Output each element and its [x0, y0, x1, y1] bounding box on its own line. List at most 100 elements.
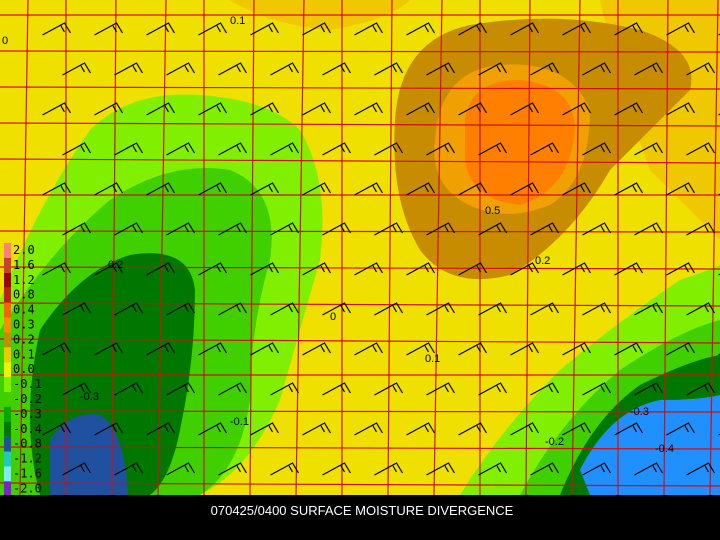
legend-label: 1.2 — [13, 273, 35, 287]
wind-barb — [42, 22, 72, 36]
wind-barb — [562, 182, 592, 196]
wind-barb — [530, 62, 560, 76]
legend-swatch — [4, 406, 11, 422]
wind-barb — [634, 62, 664, 76]
wind-barb — [114, 462, 144, 476]
legend-swatch — [4, 377, 11, 392]
county-line — [0, 338, 720, 344]
wind-barb — [406, 422, 436, 436]
wind-barb — [686, 302, 716, 316]
wind-barb — [666, 102, 696, 116]
wind-barb — [426, 462, 456, 476]
legend-swatch — [4, 436, 11, 452]
wind-barb — [458, 22, 488, 36]
county-line — [571, 0, 581, 496]
wind-barb — [322, 62, 352, 76]
wind-barb — [166, 142, 196, 156]
legend-swatch — [4, 466, 11, 482]
wind-barb — [302, 22, 332, 36]
wind-barb — [270, 142, 300, 156]
wind-barb — [374, 222, 404, 236]
wind-barb — [42, 422, 72, 436]
wind-barb — [166, 382, 196, 396]
wind-barb — [322, 462, 352, 476]
wind-barb — [614, 22, 644, 36]
wind-barb — [374, 142, 404, 156]
wind-barb — [614, 182, 644, 196]
wind-barb — [354, 422, 384, 436]
wind-barb — [198, 182, 228, 196]
wind-barb — [114, 302, 144, 316]
wind-barb — [302, 422, 332, 436]
county-line — [387, 0, 393, 496]
wind-barb — [582, 222, 612, 236]
wind-barb — [634, 142, 664, 156]
county-line — [157, 0, 167, 496]
county-line — [249, 0, 255, 496]
contour-label: 0.1 — [425, 353, 440, 365]
wind-barb — [510, 102, 540, 116]
county-line — [525, 0, 531, 496]
wind-barb — [94, 262, 124, 276]
wind-barb — [42, 182, 72, 196]
wind-barb — [374, 382, 404, 396]
legend-label: -0.8 — [13, 437, 42, 451]
wind-barb — [198, 102, 228, 116]
wind-barb — [562, 22, 592, 36]
contour-label: -0.2 — [545, 436, 564, 448]
wind-barb — [114, 222, 144, 236]
contour-label: 0.2 — [535, 255, 550, 267]
wind-barb — [562, 102, 592, 116]
caption-bar — [0, 495, 720, 540]
wind-barb — [686, 62, 716, 76]
contour-label: 0 — [330, 311, 336, 323]
county-line — [0, 410, 720, 413]
wind-barb — [634, 222, 664, 236]
legend-swatch — [4, 332, 11, 348]
wind-barb — [354, 262, 384, 276]
wind-barb — [62, 142, 92, 156]
county-line — [0, 122, 720, 127]
wind-barb — [634, 382, 664, 396]
wind-barb — [406, 342, 436, 356]
wind-barb — [510, 422, 540, 436]
legend-label: 0.1 — [13, 347, 35, 361]
legend-swatch — [4, 421, 11, 437]
wind-barb — [270, 222, 300, 236]
wind-barb — [582, 142, 612, 156]
legend-swatch — [4, 243, 11, 258]
wind-barb — [218, 302, 248, 316]
legend-label: 2.0 — [13, 243, 35, 257]
legend-label: 0.4 — [13, 303, 35, 317]
legend-swatch — [4, 302, 11, 318]
wind-barb — [146, 182, 176, 196]
contour-label: -0.3 — [80, 391, 99, 403]
county-line — [0, 230, 720, 233]
wind-barb — [166, 462, 196, 476]
legend-label: -1.2 — [13, 452, 42, 466]
wind-barb — [406, 182, 436, 196]
wind-barb — [166, 222, 196, 236]
wind-barb — [666, 22, 696, 36]
county-line — [19, 0, 29, 496]
wind-barb — [218, 222, 248, 236]
wind-barb — [582, 302, 612, 316]
legend-swatch — [4, 347, 11, 363]
wind-barb — [62, 462, 92, 476]
wind-barb — [354, 22, 384, 36]
contour-label: 0 — [2, 35, 8, 47]
wind-barb — [530, 462, 560, 476]
contour-label: -0.3 — [630, 406, 649, 418]
wind-barb — [614, 342, 644, 356]
wind-barb — [426, 222, 456, 236]
county-line — [295, 0, 305, 496]
legend-label: -0.3 — [13, 407, 42, 421]
legend-swatch — [4, 257, 11, 273]
wind-barb — [198, 422, 228, 436]
wind-barb — [530, 382, 560, 396]
wind-barb — [270, 302, 300, 316]
wind-barb — [322, 302, 352, 316]
wind-barb — [458, 182, 488, 196]
wind-barb — [582, 462, 612, 476]
